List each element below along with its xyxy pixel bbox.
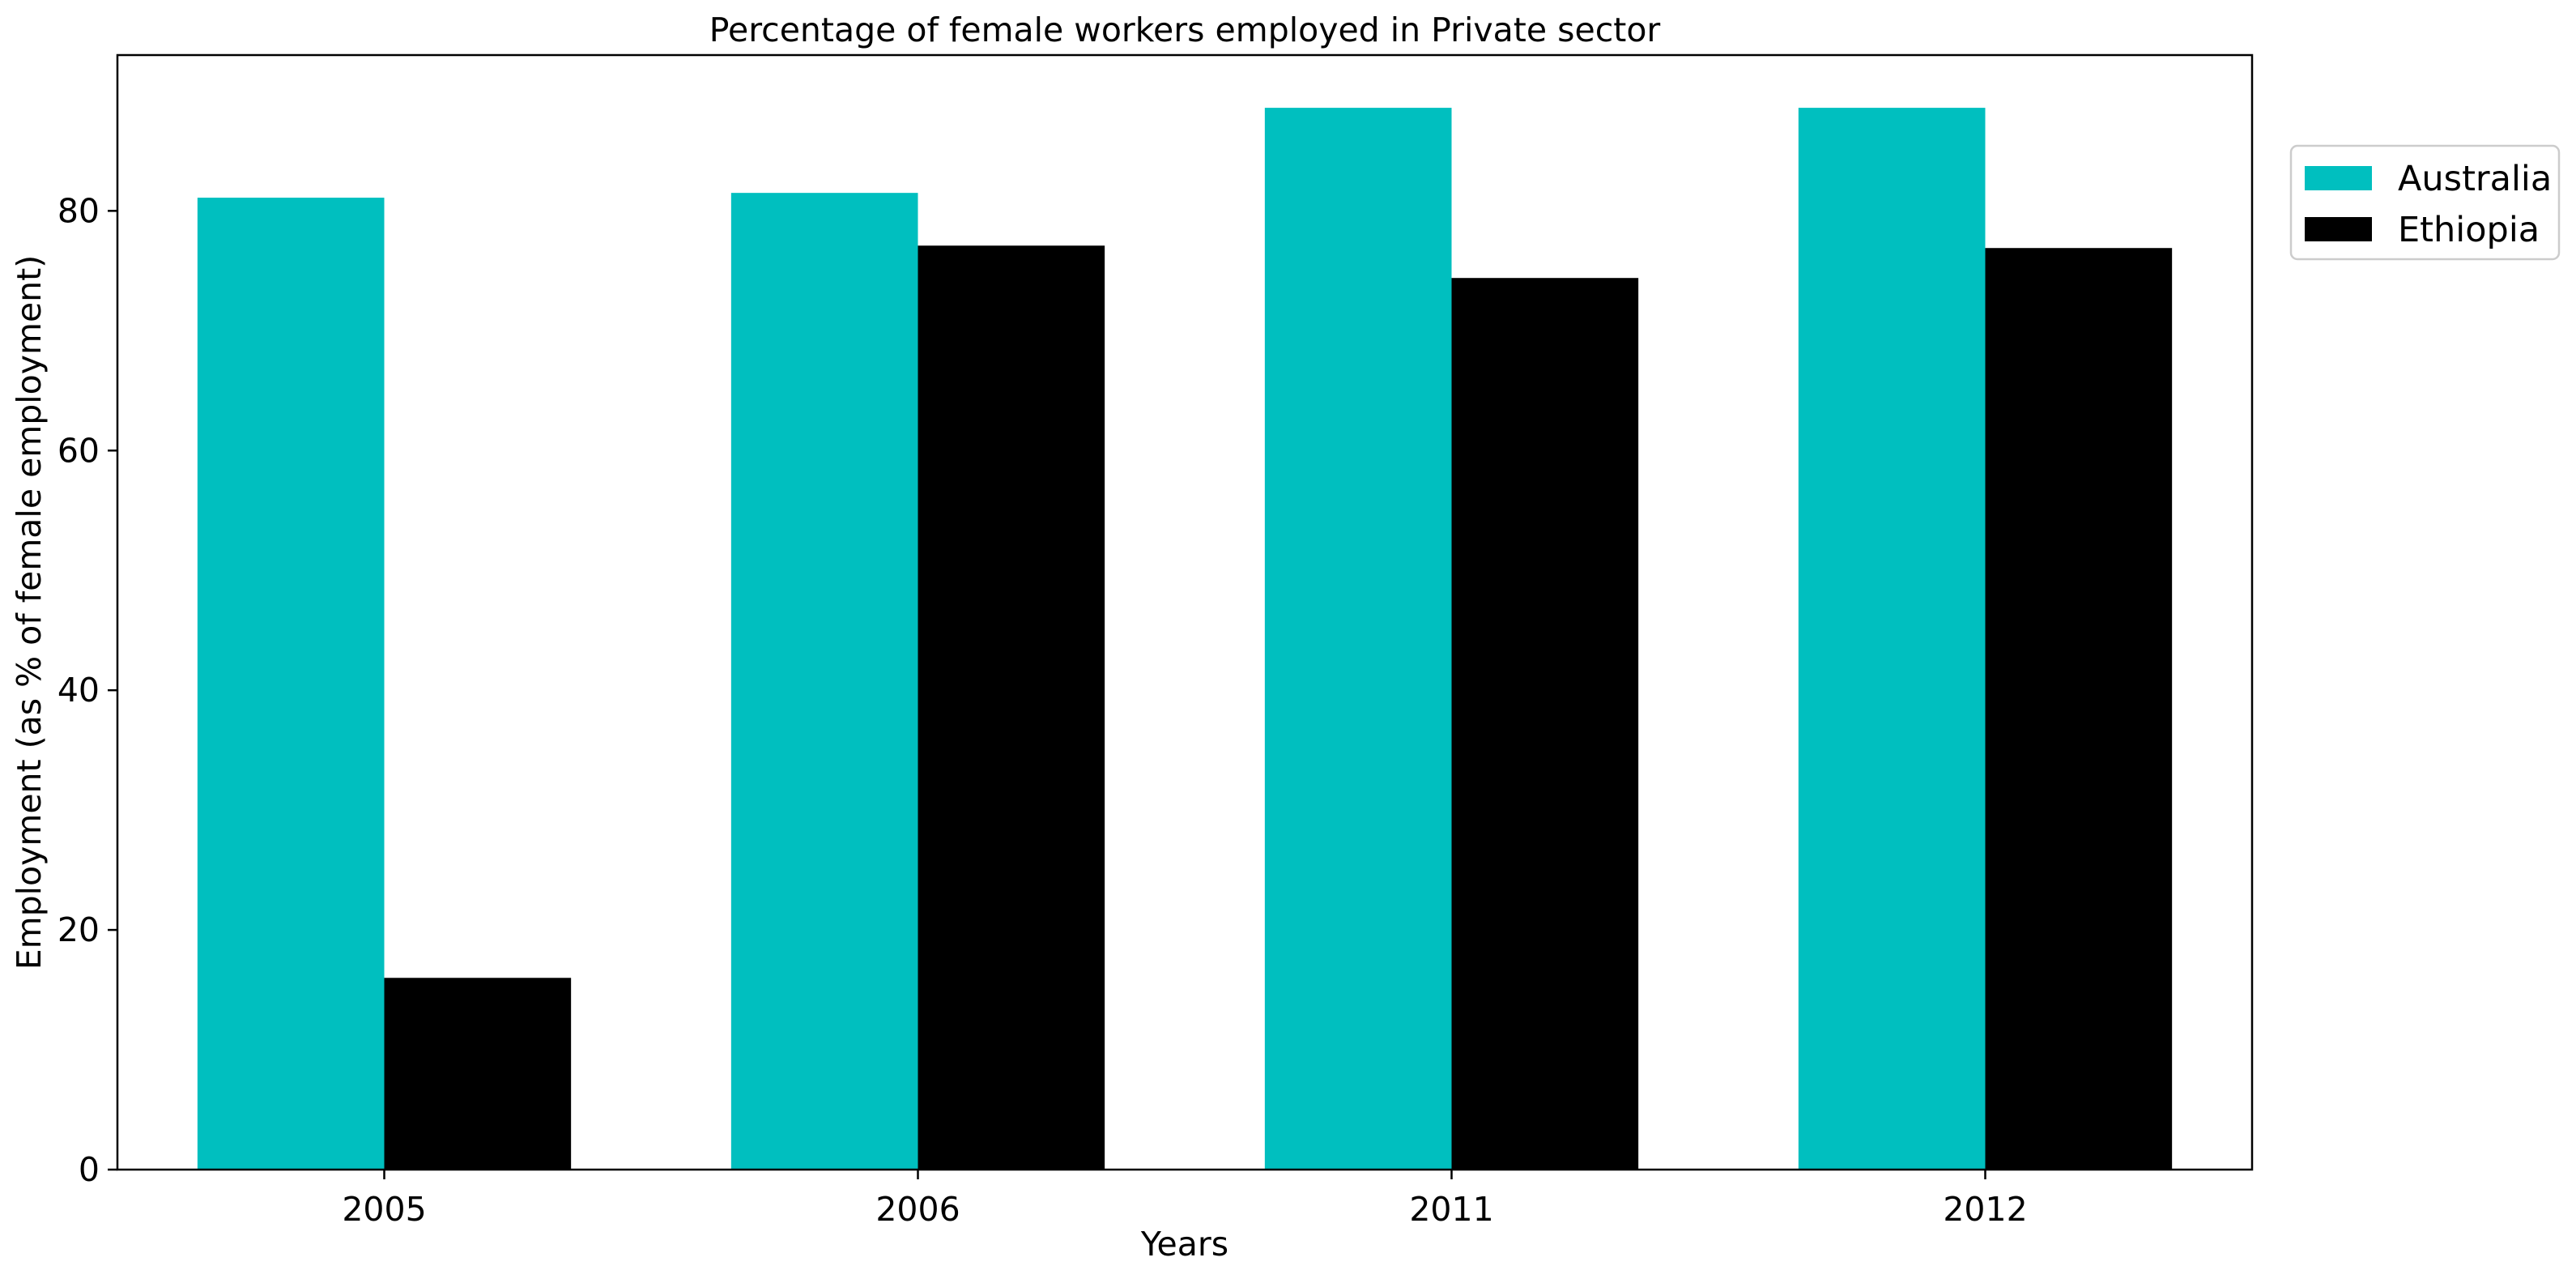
y-tick-label: 80: [57, 191, 100, 230]
legend-label-australia: Australia: [2398, 159, 2552, 199]
legend-label-ethiopia: Ethiopia: [2398, 210, 2540, 250]
x-tick-label: 2012: [1943, 1190, 2027, 1229]
legend-swatch-australia: [2305, 166, 2372, 190]
bar-australia-2006: [730, 193, 918, 1170]
bar-ethiopia-2011: [1451, 278, 1639, 1170]
bar-australia-2011: [1264, 108, 1452, 1170]
y-tick-label: 60: [57, 431, 100, 470]
y-tick-label: 0: [79, 1150, 100, 1189]
bar-ethiopia-2012: [1985, 248, 2173, 1170]
x-tick-label: 2006: [875, 1190, 960, 1229]
legend: Australia Ethiopia: [2289, 144, 2561, 261]
bar-ethiopia-2006: [918, 245, 1105, 1170]
chart-title: Percentage of female workers employed in…: [709, 11, 1661, 49]
bar-australia-2005: [197, 198, 385, 1170]
legend-swatch-ethiopia: [2305, 217, 2372, 241]
y-axis-label: Employment (as % of female employment): [10, 255, 49, 970]
x-tick-label: 2005: [342, 1190, 426, 1229]
x-axis-label: Years: [1140, 1225, 1228, 1264]
plot-frame: [116, 53, 2254, 1171]
x-axis-ticks: 2005 2006 2011 2012: [342, 1170, 2028, 1229]
bars-layer: [197, 108, 2173, 1170]
bar-australia-2012: [1798, 108, 1986, 1170]
x-tick-label: 2011: [1409, 1190, 1493, 1229]
y-tick-label: 20: [57, 910, 100, 949]
y-tick-label: 40: [57, 671, 100, 710]
bar-ethiopia-2005: [384, 978, 572, 1170]
y-axis-ticks: 0 20 40 60 80: [57, 191, 117, 1189]
